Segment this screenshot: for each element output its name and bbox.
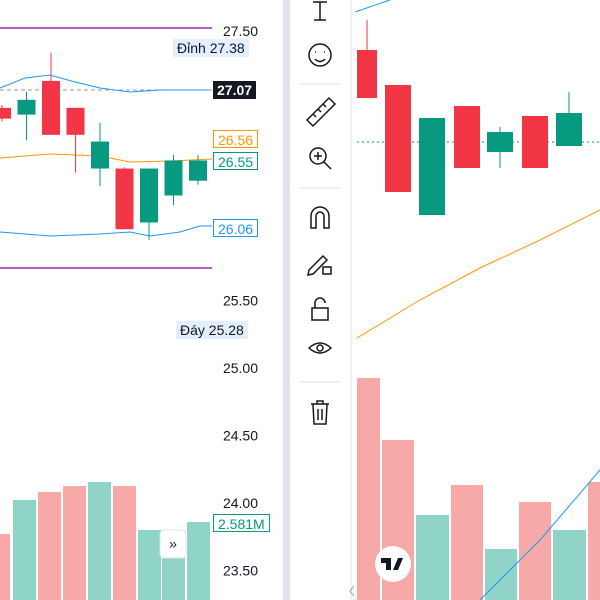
candle [556, 113, 582, 146]
candle-body [66, 107, 85, 135]
candle [454, 106, 480, 168]
volume-bar [553, 530, 586, 600]
upper-band [354, 0, 391, 13]
band-tag: 26.06 [213, 219, 259, 237]
volume-bar [38, 492, 61, 600]
volume-bar [0, 534, 10, 600]
toolbar [290, 0, 350, 600]
volume-bar [88, 482, 111, 600]
low-value: 25.28 [208, 322, 244, 338]
y-tick-label: 23.50 [223, 562, 258, 578]
delete-tool[interactable] [311, 400, 329, 425]
y-tick-label: 24.00 [223, 495, 258, 511]
volume-bar [588, 482, 600, 600]
low-tag: Đáy 25.28 [176, 321, 248, 339]
last-price-tag: 27.07 [213, 81, 257, 99]
text-tool[interactable] [313, 1, 327, 21]
logo[interactable] [375, 546, 411, 582]
left-chart: » [0, 27, 213, 600]
candle [522, 116, 548, 168]
emoji-tool[interactable] [308, 43, 332, 67]
right-chart [349, 0, 600, 600]
candle [385, 85, 411, 192]
lock-shackle [314, 297, 326, 308]
candle-body [189, 160, 207, 181]
zoom-icon [314, 152, 332, 170]
tool-icons [305, 1, 337, 425]
zoom-tool[interactable] [309, 147, 327, 165]
draw-lock-tool[interactable] [307, 254, 329, 276]
moving-average [356, 209, 600, 339]
volume-bar [63, 486, 86, 600]
candle-body [91, 141, 109, 169]
volume-bar [357, 378, 380, 600]
toolbar-separators [300, 83, 340, 383]
ma-tag: 26.56 [213, 130, 259, 148]
ruler-tool[interactable] [305, 96, 337, 128]
scroll-button[interactable] [159, 529, 187, 559]
volume-bar [187, 522, 210, 600]
lower-band [0, 225, 212, 237]
volume-bar [138, 530, 161, 600]
magnet-tool[interactable] [310, 206, 330, 229]
candle [357, 50, 377, 98]
volume-bar [519, 502, 551, 600]
volume-tag: 2.581M [213, 514, 270, 532]
y-tick-label: 25.00 [223, 360, 258, 376]
volume-bar [13, 500, 36, 600]
lower-band [479, 469, 600, 600]
ma-tag: 26.55 [213, 152, 259, 170]
candle [487, 132, 513, 152]
candle [419, 118, 445, 215]
emoji-face [314, 51, 326, 63]
scroll-left[interactable] [349, 585, 355, 597]
candle-body [42, 80, 60, 135]
logo-mark [381, 558, 403, 570]
candle-body [140, 168, 158, 223]
hide-tool[interactable] [307, 342, 333, 354]
y-tick-label: 24.50 [223, 428, 258, 444]
volume-bar [113, 486, 136, 600]
y-tick-label: 25.50 [223, 293, 258, 309]
lock-tool[interactable] [311, 307, 329, 321]
volume-bar [451, 485, 483, 600]
candle-body [164, 160, 183, 196]
high-value: 27.38 [209, 40, 245, 56]
candle-body [0, 107, 11, 119]
volume-bar [416, 515, 449, 600]
y-tick-label: 27.50 [223, 23, 258, 39]
high-tag: Đỉnh 27.38 [173, 39, 249, 57]
volume-bar [485, 549, 517, 600]
scroll-icon: » [169, 536, 177, 552]
eye-pupil [316, 344, 324, 352]
left-volume [0, 482, 210, 600]
upper-band [0, 74, 210, 93]
candle-body [17, 99, 36, 115]
low-label: Đáy [180, 322, 205, 338]
candle-body [115, 168, 134, 230]
pane-divider [283, 0, 290, 600]
draw-lock-icon [322, 266, 332, 275]
high-label: Đỉnh [177, 40, 206, 56]
